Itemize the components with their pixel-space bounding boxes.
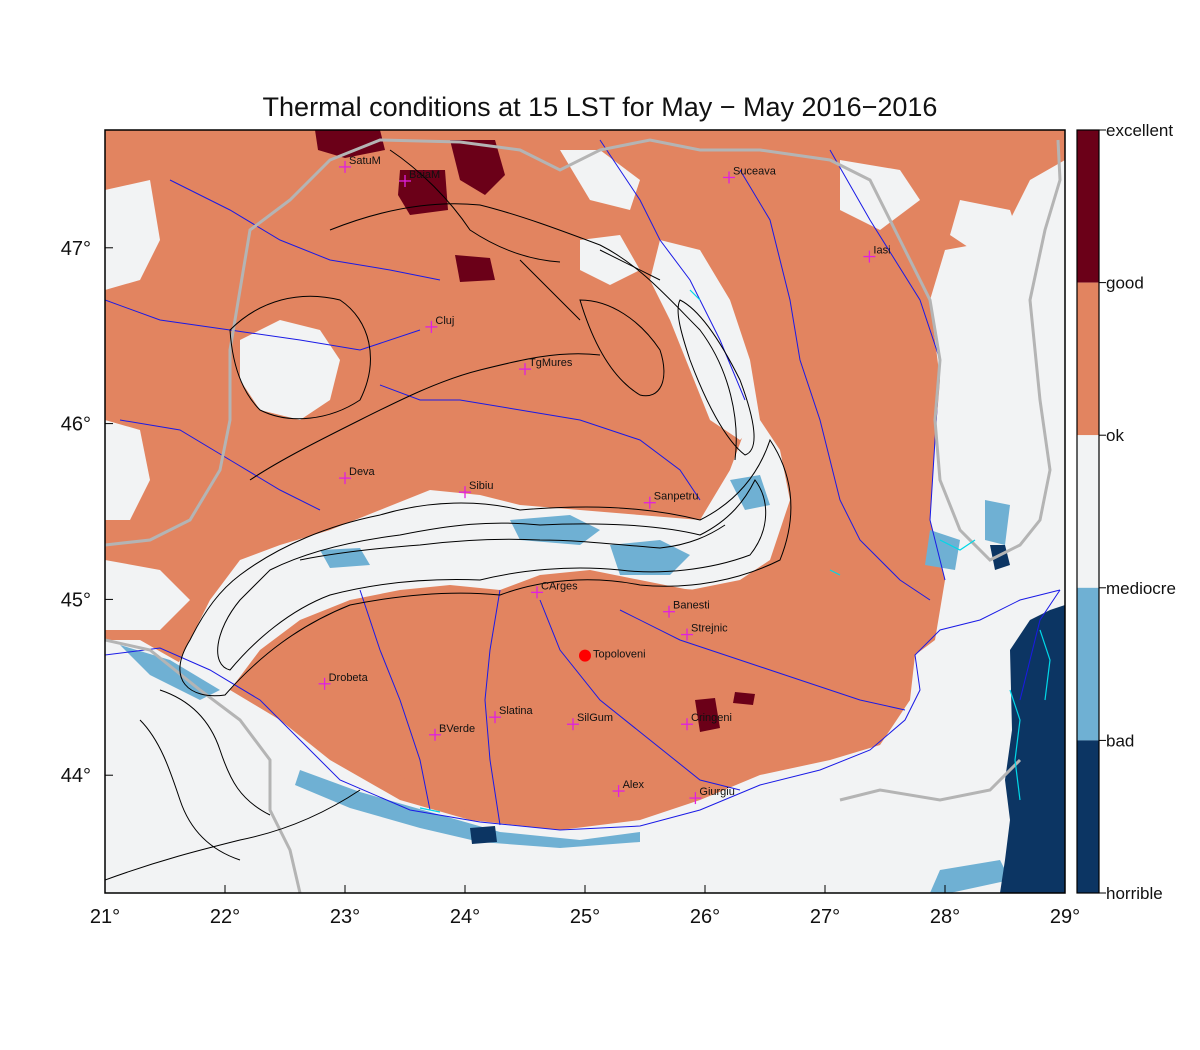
excellent-class-patches <box>315 130 755 732</box>
elevation-contours <box>105 149 792 881</box>
city-tgmures: TgMures <box>519 357 573 376</box>
x-tick-label: 22° <box>210 906 240 928</box>
city-cluj: Cluj <box>425 315 454 333</box>
legend-swatch-good <box>1077 282 1099 436</box>
legend-label: bad <box>1106 731 1134 750</box>
city-label: Slatina <box>499 705 534 717</box>
bad-class-black-sea <box>1000 605 1065 893</box>
city-label: Suceava <box>733 165 777 177</box>
topoloveni-label: Topoloveni <box>593 649 646 661</box>
legend-label: excellent <box>1106 121 1173 140</box>
legend-swatch-ok <box>1077 435 1099 588</box>
city-strejnic: Strejnic <box>681 623 728 641</box>
legend-label: good <box>1106 274 1144 293</box>
x-tick-label: 25° <box>570 906 600 928</box>
city-label: TgMures <box>529 357 573 369</box>
x-axis-ticks: 21° 22° 23° 24° 25° 26° 27° 28° 29° <box>90 885 1080 928</box>
x-tick-label: 28° <box>930 906 960 928</box>
y-tick-label: 44° <box>61 765 91 787</box>
bad-class-patch <box>470 826 497 844</box>
city-label: CArges <box>541 580 578 592</box>
city-satum: SatuM <box>339 155 381 173</box>
good-class-wallachia <box>290 580 910 825</box>
city-silgum: SilGum <box>567 712 613 731</box>
x-tick-label: 27° <box>810 906 840 928</box>
city-banesti: Banesti <box>663 600 710 618</box>
city-sibiu: Sibiu <box>459 480 493 499</box>
city-label: Sibiu <box>469 480 493 492</box>
city-slatina: Slatina <box>489 705 534 724</box>
ok-class-regions <box>105 150 1065 893</box>
y-tick-label: 47° <box>61 238 91 260</box>
x-tick-label: 29° <box>1050 906 1080 928</box>
highlight-location: Topoloveni <box>579 649 646 662</box>
city-baiam: BaiaM <box>399 169 440 187</box>
city-label: SatuM <box>349 155 381 167</box>
city-label: Deva <box>349 466 376 478</box>
coastline-accents <box>419 289 1051 813</box>
legend-colorbar: excellent good ok mediocre bad horrible <box>1076 121 1176 903</box>
legend-label: mediocre <box>1106 579 1176 598</box>
city-sanpetru: Sanpetru <box>643 491 699 509</box>
city-giurgiu: Giurgiu <box>689 786 735 805</box>
legend-label: ok <box>1106 426 1124 445</box>
city-cringeni: Cringeni <box>681 712 732 731</box>
x-tick-label: 26° <box>690 906 720 928</box>
city-alex: Alex <box>612 779 645 798</box>
map-area: SatuM BaiaM Suceava Iasi Cluj TgMures Deva Sibi… <box>105 130 1065 893</box>
city-label: Cluj <box>435 315 454 327</box>
y-axis-ticks: 47° 46° 45° 44° <box>61 238 113 787</box>
country-border <box>105 138 1062 893</box>
city-label: Sanpetru <box>654 491 699 503</box>
mediocre-class-patches <box>120 475 1010 893</box>
city-label: BVerde <box>439 723 475 735</box>
city-bverde: BVerde <box>429 723 475 741</box>
city-markers: SatuM BaiaM Suceava Iasi Cluj TgMures Deva Sibi… <box>318 155 891 805</box>
city-label: Alex <box>623 779 645 791</box>
city-label: Giurgiu <box>699 786 734 798</box>
y-tick-label: 45° <box>61 589 91 611</box>
city-label: Iasi <box>873 245 890 257</box>
city-label: Strejnic <box>691 623 728 635</box>
x-tick-label: 23° <box>330 906 360 928</box>
city-label: Drobeta <box>329 672 369 684</box>
x-tick-label: 21° <box>90 906 120 928</box>
legend-swatch-excellent <box>1077 130 1099 283</box>
city-iasi: Iasi <box>863 245 891 263</box>
city-carges: CArges <box>531 580 578 599</box>
city-label: Cringeni <box>691 712 732 724</box>
city-label: Banesti <box>673 600 710 612</box>
city-drobeta: Drobeta <box>318 672 369 690</box>
city-deva: Deva <box>339 466 376 485</box>
legend-swatch-mediocre <box>1077 587 1099 741</box>
legend-label: horrible <box>1106 884 1163 903</box>
map-title: Thermal conditions at 15 LST for May − M… <box>262 92 938 122</box>
city-label: SilGum <box>577 712 613 724</box>
city-label: BaiaM <box>409 169 440 181</box>
x-tick-label: 24° <box>450 906 480 928</box>
topoloveni-marker[interactable] <box>579 649 591 662</box>
legend-swatch-bad <box>1077 740 1099 893</box>
y-tick-label: 46° <box>61 414 91 436</box>
city-suceava: Suceava <box>723 165 777 184</box>
